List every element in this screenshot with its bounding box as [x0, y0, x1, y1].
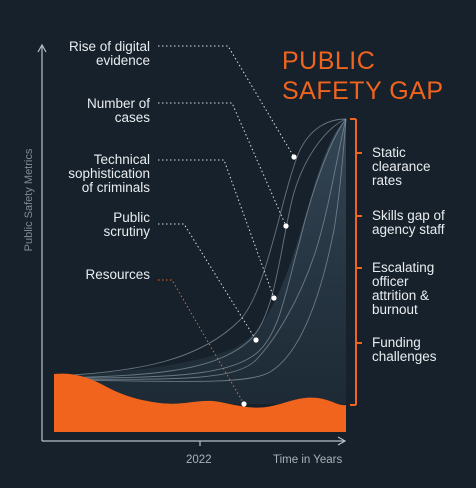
dot-resources [241, 401, 247, 407]
label-line: sophistication [68, 166, 150, 181]
label-line: Rise of digital [68, 39, 150, 54]
label-line: Public [113, 210, 150, 225]
label-digital-evidence: Rise of digital evidence [69, 40, 150, 68]
curve-public-scrutiny [63, 118, 347, 380]
label-line: Resources [85, 267, 150, 282]
x-tick-label: 2022 [186, 454, 212, 466]
label-line: attrition & [372, 288, 430, 303]
leader-resources [158, 279, 245, 405]
leader-dots [241, 154, 297, 407]
label-officer-attrition: Escalating officer attrition & burnout [372, 261, 434, 317]
leader-technical-sophistication [158, 159, 275, 299]
gap-bracket [350, 118, 362, 406]
label-line: cases [114, 110, 150, 125]
label-line: evidence [95, 53, 150, 68]
label-resources: Resources [85, 268, 150, 282]
label-technical-sophistication: Technical sophistication of criminals [68, 153, 150, 195]
label-line: agency staff [372, 222, 445, 237]
metric-curves [53, 118, 347, 382]
label-line: rates [372, 173, 403, 188]
label-skills-gap: Skills gap of agency staff [372, 209, 445, 237]
label-line: Number of [86, 96, 150, 111]
diagram-title: PUBLIC SAFETY GAP [282, 46, 444, 106]
label-line: clearance [372, 159, 431, 174]
curve-resources-trend [69, 118, 347, 382]
dot-public-scrutiny [253, 337, 259, 343]
dot-technical-sophistication [271, 295, 277, 301]
label-line: Technical [93, 152, 150, 167]
axes [37, 43, 347, 446]
x-axis-label: Time in Years [273, 454, 343, 466]
label-static-clearance-rates: Static clearance rates [372, 146, 431, 188]
label-line: officer [372, 274, 409, 289]
dot-number-of-cases [283, 223, 289, 229]
y-axis-arrow [37, 43, 47, 53]
dot-digital-evidence [291, 154, 297, 160]
label-line: Escalating [372, 260, 435, 275]
title-line-2: SAFETY GAP [282, 77, 444, 105]
curve-digital-evidence [53, 118, 347, 377]
gap-area [54, 119, 346, 404]
title-line-1: PUBLIC [282, 47, 376, 75]
label-public-scrutiny: Public scrutiny [103, 211, 150, 239]
curve-number-of-cases [53, 118, 347, 379]
label-line: Skills gap of [372, 208, 445, 223]
y-axis-label-wrap: Public Safety Metrics [22, 110, 36, 290]
y-axis-label: Public Safety Metrics [23, 148, 35, 252]
leader-public-scrutiny [158, 223, 257, 341]
leader-lines [158, 45, 295, 405]
curve-technical-sophistication [59, 118, 347, 379]
label-line: burnout [372, 302, 418, 317]
label-line: Static [372, 145, 406, 160]
label-line: of criminals [81, 180, 150, 195]
label-line: challenges [372, 349, 437, 364]
label-funding-challenges: Funding challenges [372, 336, 437, 364]
leader-number-of-cases [158, 102, 287, 227]
resources-area [54, 373, 346, 432]
label-number-of-cases: Number of cases [87, 97, 150, 125]
label-line: Funding [372, 335, 421, 350]
leader-digital-evidence [158, 45, 295, 158]
x-axis-arrow [337, 436, 347, 446]
label-line: scrutiny [103, 224, 150, 239]
